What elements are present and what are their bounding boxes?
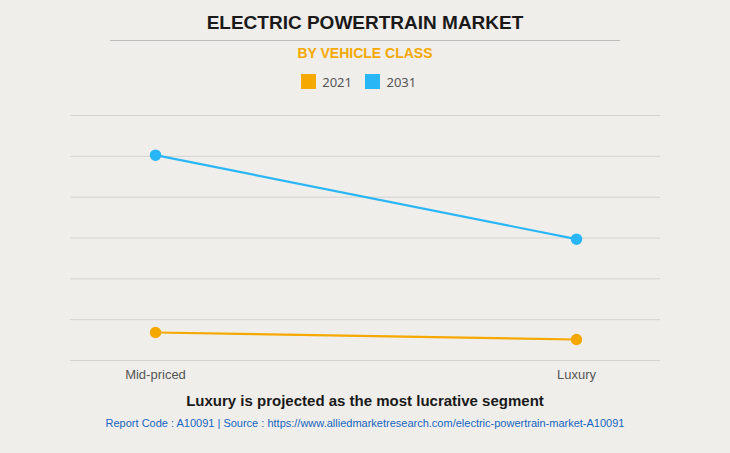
html-text:Luxury is projected as the mos: Luxury is projected as the most lucrativ…: [186, 391, 544, 409]
html-text:Report Code : A10091 | Source: Report Code : A10091 | Source : https://…: [105, 416, 625, 429]
svg-text:Luxury: Luxury: [557, 366, 597, 381]
html-text:BY VEHICLE CLASS: BY VEHICLE CLASS: [297, 45, 433, 61]
html-text:2031: 2031: [386, 72, 417, 91]
html-text:ELECTRIC POWERTRAIN MARKET: ELECTRIC POWERTRAIN MARKET: [206, 12, 524, 33]
svg-text:Mid-priced: Mid-priced: [125, 366, 186, 381]
html-text:2021: 2021: [322, 72, 352, 91]
